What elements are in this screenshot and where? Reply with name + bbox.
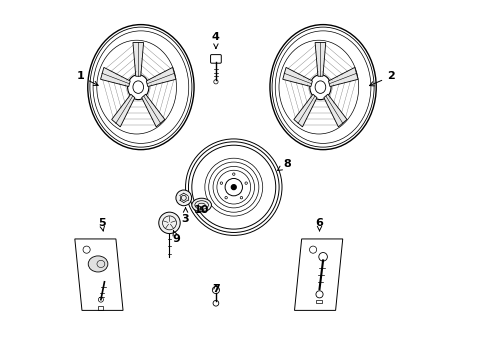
Text: 6: 6 <box>315 218 323 231</box>
Text: 7: 7 <box>212 284 219 294</box>
Polygon shape <box>111 94 135 127</box>
Polygon shape <box>146 67 176 86</box>
Polygon shape <box>323 94 346 127</box>
Circle shape <box>231 185 236 190</box>
Text: 8: 8 <box>277 159 291 171</box>
Polygon shape <box>314 42 325 76</box>
Text: 5: 5 <box>98 218 105 231</box>
Polygon shape <box>293 94 316 127</box>
Text: 9: 9 <box>172 231 180 244</box>
Polygon shape <box>133 42 143 76</box>
Text: 1: 1 <box>76 71 98 85</box>
Circle shape <box>176 190 191 206</box>
Text: 2: 2 <box>369 71 394 86</box>
Polygon shape <box>101 67 130 86</box>
Polygon shape <box>142 94 164 127</box>
Text: 4: 4 <box>212 32 220 48</box>
Ellipse shape <box>191 198 211 212</box>
Ellipse shape <box>88 256 108 272</box>
Text: 10: 10 <box>194 205 209 215</box>
Circle shape <box>159 212 180 234</box>
Polygon shape <box>328 67 357 86</box>
Polygon shape <box>282 67 312 86</box>
Text: 3: 3 <box>182 208 189 224</box>
